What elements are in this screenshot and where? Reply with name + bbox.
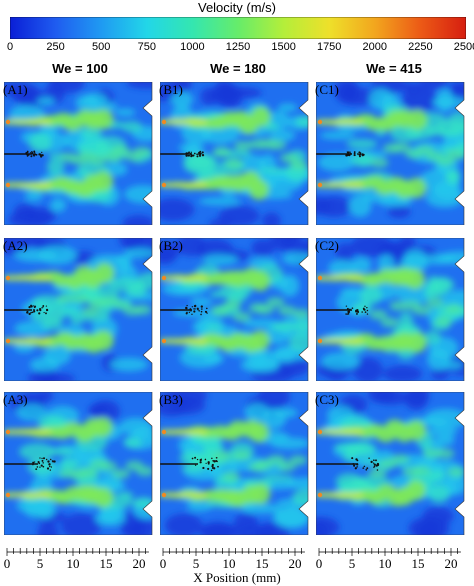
- velocity-contour-plot: [4, 238, 153, 381]
- x-tick-label: 0: [315, 556, 323, 571]
- x-tick-label: 0: [3, 556, 11, 571]
- contour-panel: (C1): [315, 82, 469, 225]
- panel-label: (A2): [3, 238, 28, 253]
- column-header-0: We = 100: [52, 61, 108, 76]
- colorbar-tick-1750: 1750: [316, 41, 342, 53]
- x-tick-label: 20: [444, 556, 458, 571]
- velocity-contour-plot: [160, 392, 309, 535]
- velocity-contour-plot: [160, 82, 309, 225]
- x-axis-ticks: [6, 548, 461, 556]
- velocity-contour-plot: [4, 392, 153, 535]
- panel-label: (C1): [315, 82, 339, 97]
- contour-panel: (A2): [3, 238, 157, 381]
- panel-label: (B1): [159, 82, 183, 97]
- x-tick-label: 10: [222, 556, 236, 571]
- velocity-contour-plot: [316, 82, 465, 225]
- contour-panel: (B2): [159, 238, 313, 381]
- panel-label: (C3): [315, 392, 339, 407]
- contour-panel: (A1): [3, 82, 157, 225]
- x-tick-label: 5: [36, 556, 44, 571]
- x-tick-label: 10: [66, 556, 80, 571]
- x-tick-label: 15: [411, 556, 425, 571]
- velocity-contour-plot: [160, 238, 309, 381]
- colorbar-tick-1500: 1500: [271, 41, 296, 53]
- x-tick-label: 0: [159, 556, 167, 571]
- colorbar-tick-2000: 2000: [362, 41, 388, 53]
- x-tick-label: 20: [132, 556, 146, 571]
- panel-label: (B3): [159, 392, 183, 407]
- colorbar-title: Velocity (m/s): [197, 0, 276, 15]
- colorbar-tick-2500: 2500: [453, 41, 474, 53]
- contour-panel: (A3): [3, 392, 157, 535]
- x-tick-label: 5: [192, 556, 200, 571]
- velocity-contour-plot: [316, 392, 465, 535]
- contour-panel: (C2): [315, 238, 469, 381]
- x-tick-label: 5: [348, 556, 356, 571]
- x-tick-label: 15: [99, 556, 113, 571]
- column-header-1: We = 180: [210, 61, 266, 76]
- panel-label: (A3): [3, 392, 28, 407]
- colorbar-tick-2250: 2250: [408, 41, 433, 53]
- colorbar-tick-1250: 1250: [225, 41, 251, 53]
- velocity-colorbar: [10, 17, 466, 39]
- contour-panel: (B3): [159, 392, 313, 535]
- x-tick-label: 20: [288, 556, 302, 571]
- panel-label: (B2): [159, 238, 183, 253]
- panel-label: (A1): [3, 82, 28, 97]
- x-tick-label: 10: [378, 556, 392, 571]
- colorbar-tick-1000: 1000: [180, 41, 205, 53]
- x-axis-label: X Position (mm): [193, 570, 281, 585]
- colorbar-tick-500: 500: [92, 41, 111, 53]
- x-tick-label: 15: [255, 556, 269, 571]
- column-header-2: We = 415: [366, 61, 422, 76]
- contour-panel: (B1): [159, 82, 313, 225]
- velocity-contour-plot: [4, 82, 153, 225]
- colorbar-tick-750: 750: [137, 41, 156, 53]
- velocity-contour-plot: [316, 238, 465, 381]
- colorbar-tick-250: 250: [46, 41, 65, 53]
- contour-panel: (C3): [315, 392, 469, 535]
- panel-label: (C2): [315, 238, 339, 253]
- colorbar-tick-0: 0: [6, 41, 14, 53]
